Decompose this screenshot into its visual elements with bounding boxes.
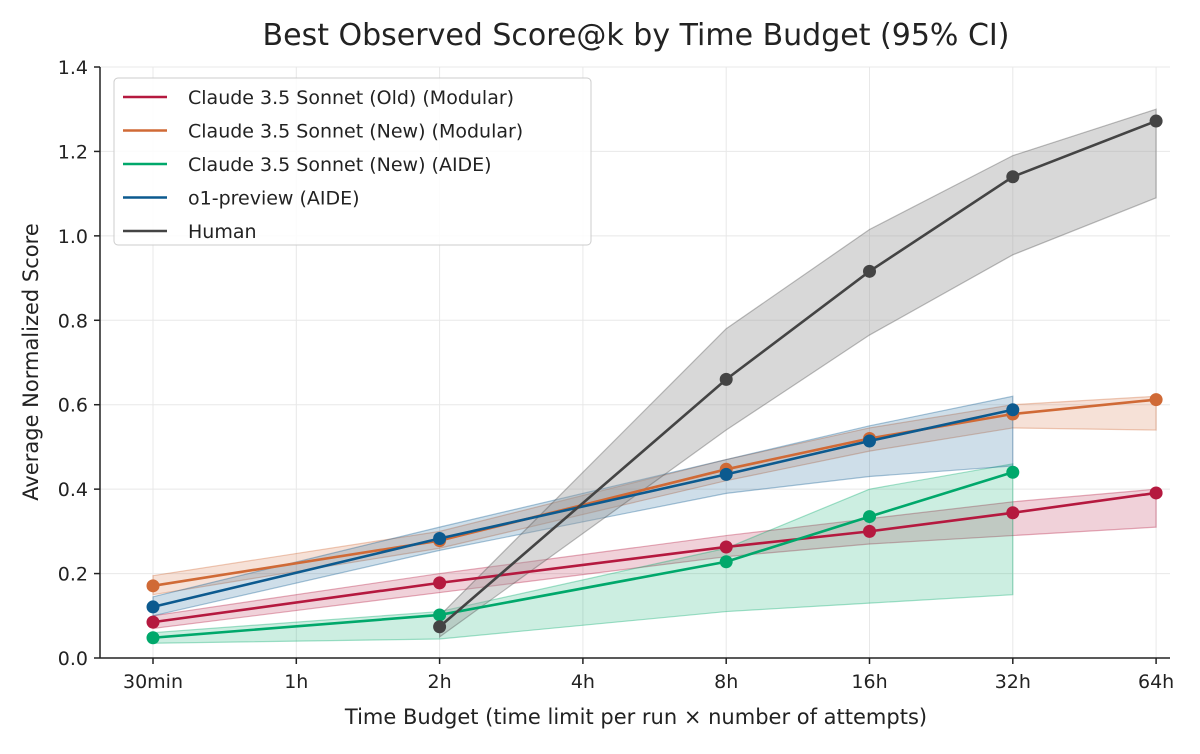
x-tick-label: 32h (995, 671, 1031, 693)
y-tick-label: 1.2 (58, 141, 88, 163)
data-point (863, 510, 876, 524)
x-tick-label: 30min (123, 671, 183, 693)
x-tick-label: 4h (571, 671, 595, 693)
legend: Claude 3.5 Sonnet (Old) (Modular) Claude … (113, 77, 592, 246)
data-point (433, 532, 447, 546)
legend-label: Claude 3.5 Sonnet (New) (Modular) (188, 121, 523, 143)
y-tick-label: 0.2 (58, 564, 88, 586)
data-point (719, 372, 733, 386)
x-axis-label: Time Budget (time limit per run × number… (344, 705, 927, 729)
x-tick-label: 64h (1138, 671, 1174, 693)
data-point (1006, 465, 1020, 479)
data-point (433, 576, 447, 590)
ci-band-0 (152, 488, 1157, 630)
chart-title: Best Observed Score@k by Time Budget (95… (263, 18, 1010, 53)
data-point (719, 555, 733, 569)
x-tick-label: 2h (428, 671, 452, 693)
data-point (146, 579, 160, 593)
data-point (863, 434, 876, 448)
data-point (146, 631, 160, 645)
data-point (146, 600, 160, 614)
data-point (1006, 506, 1020, 520)
data-point (433, 620, 447, 634)
data-point (1006, 170, 1020, 184)
data-point (719, 467, 733, 481)
axes: 30min 1h 2h 4h 8h 16h 32h 64h 0.0 0.2 0.4 0.6 0.8 1.0… (58, 57, 1174, 693)
data-point (1006, 403, 1020, 417)
x-tick-label: 1h (284, 671, 308, 693)
series-lines (146, 114, 1163, 645)
data-point (146, 615, 160, 629)
ci-band-2 (152, 463, 1014, 644)
legend-label: Claude 3.5 Sonnet (Old) (Modular) (188, 87, 514, 109)
y-tick-label: 0.6 (58, 395, 88, 417)
y-axis-label: Average Normalized Score (19, 223, 43, 501)
y-tick-label: 1.4 (58, 57, 88, 79)
legend-box (113, 77, 592, 246)
legend-label: o1-preview (AIDE) (188, 188, 360, 210)
data-point (1149, 114, 1163, 128)
data-point (433, 608, 447, 622)
y-tick-label: 1.0 (58, 226, 88, 248)
legend-label: Human (188, 221, 257, 243)
data-point (863, 524, 876, 538)
ci-band-4 (439, 108, 1157, 639)
y-tick-label: 0.8 (58, 310, 88, 332)
x-tick-label: 8h (714, 671, 738, 693)
series-line-1 (152, 398, 1157, 588)
grid (100, 66, 1170, 659)
x-tick-label: 16h (851, 671, 887, 693)
data-point (719, 540, 733, 554)
y-tick-label: 0.4 (58, 479, 88, 501)
data-point (1149, 486, 1163, 500)
data-point (1149, 393, 1163, 407)
data-point (863, 264, 876, 278)
legend-label: Claude 3.5 Sonnet (New) (AIDE) (188, 154, 492, 176)
y-tick-label: 0.0 (58, 648, 88, 670)
